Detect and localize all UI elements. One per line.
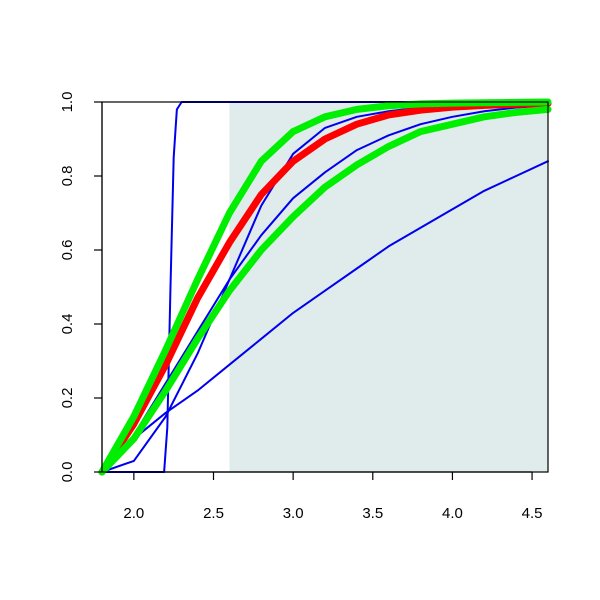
y-tick-label: 0.2 bbox=[59, 388, 76, 409]
x-tick-label: 2.5 bbox=[203, 505, 224, 522]
y-tick-label: 0.8 bbox=[59, 166, 76, 187]
y-tick-label: 0.6 bbox=[59, 240, 76, 261]
series-line-7 bbox=[98, 105, 552, 476]
series-line-3 bbox=[101, 104, 549, 473]
series-line-4 bbox=[101, 160, 549, 473]
y-tick-label: 1.0 bbox=[59, 92, 76, 113]
y-tick-label: 0.4 bbox=[59, 314, 76, 335]
series-line-6 bbox=[98, 98, 552, 476]
shaded-region-layer bbox=[229, 102, 548, 472]
series-layer bbox=[98, 98, 552, 476]
axes-layer: 2.0 2.5 3.0 3.5 4.0 4.5 0.0 0.2 0.4 0.6 0.8 1.0 bbox=[59, 92, 543, 522]
x-tick-label: 3.5 bbox=[362, 505, 383, 522]
series-line-1 bbox=[101, 101, 549, 473]
x-tick-label: 4.0 bbox=[442, 505, 463, 522]
y-tick-label: 0.0 bbox=[59, 462, 76, 483]
x-tick-label: 4.5 bbox=[522, 505, 543, 522]
x-tick-label: 2.0 bbox=[123, 505, 144, 522]
shaded-region bbox=[229, 102, 548, 472]
x-tick-label: 3.0 bbox=[283, 505, 304, 522]
